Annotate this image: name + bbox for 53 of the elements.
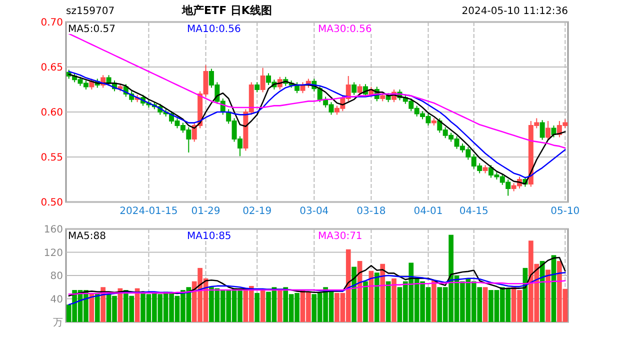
text: MA30:0.56 [318,24,372,35]
bar [482,287,488,322]
x-tick-label: 03-18 [356,206,386,217]
line-series [68,33,566,149]
y-tick-label: 万 [53,318,63,328]
bar [540,260,545,322]
bar [432,280,436,322]
x-tick-label: 02-19 [242,206,272,217]
candlestick [482,164,488,174]
bar [380,264,386,322]
x-tick-label: 01-29 [191,206,220,217]
line-series [68,272,566,306]
y-tick-label: 0.50 [40,198,63,208]
y-tick-label: 120 [44,248,63,259]
candlestick [260,67,266,93]
bar [546,270,550,322]
candlestick [431,118,436,126]
candlestick [254,82,260,93]
candlestick [540,120,545,140]
bar [254,292,260,322]
candlestick [380,92,386,102]
chart-subtitle: sz159707 [66,6,115,17]
y-tick-label: 0.55 [40,152,63,164]
text: 2024-05-10 11:12:36 [462,6,568,17]
y-tick-label: 0.60 [40,108,63,118]
x-tick-label: 05-10 [550,206,580,217]
candlestick [352,82,357,96]
y-tick-label: 40 [50,294,63,306]
text: MA5:0.57 [68,24,116,35]
text: MA10:85 [187,231,232,242]
text: MA10:0.56 [187,24,241,35]
y-tick-label: 160 [44,224,63,236]
bar [352,266,357,322]
bar [277,290,282,322]
bar [94,292,100,322]
x-tick-label: 04-01 [414,206,443,217]
bar [374,272,380,322]
candlestick [546,120,551,140]
bar [363,281,368,322]
y-tick-label: 80 [50,271,63,282]
x-tick-label: 2024-01-15 [120,206,178,217]
bar [89,292,94,322]
candlestick [357,84,362,96]
bar [392,278,396,322]
x-tick-label: 04-15 [459,206,488,217]
text: MA5:88 [68,231,106,242]
chart-title: 地产ETF 日K线图 [181,4,272,17]
y-tick-label: 0.65 [40,62,63,74]
bar [260,290,266,322]
x-tick-label: 03-04 [300,206,329,217]
line-series [68,280,566,295]
y-tick-label: 0.70 [40,18,63,28]
text: MA30:71 [318,231,362,242]
